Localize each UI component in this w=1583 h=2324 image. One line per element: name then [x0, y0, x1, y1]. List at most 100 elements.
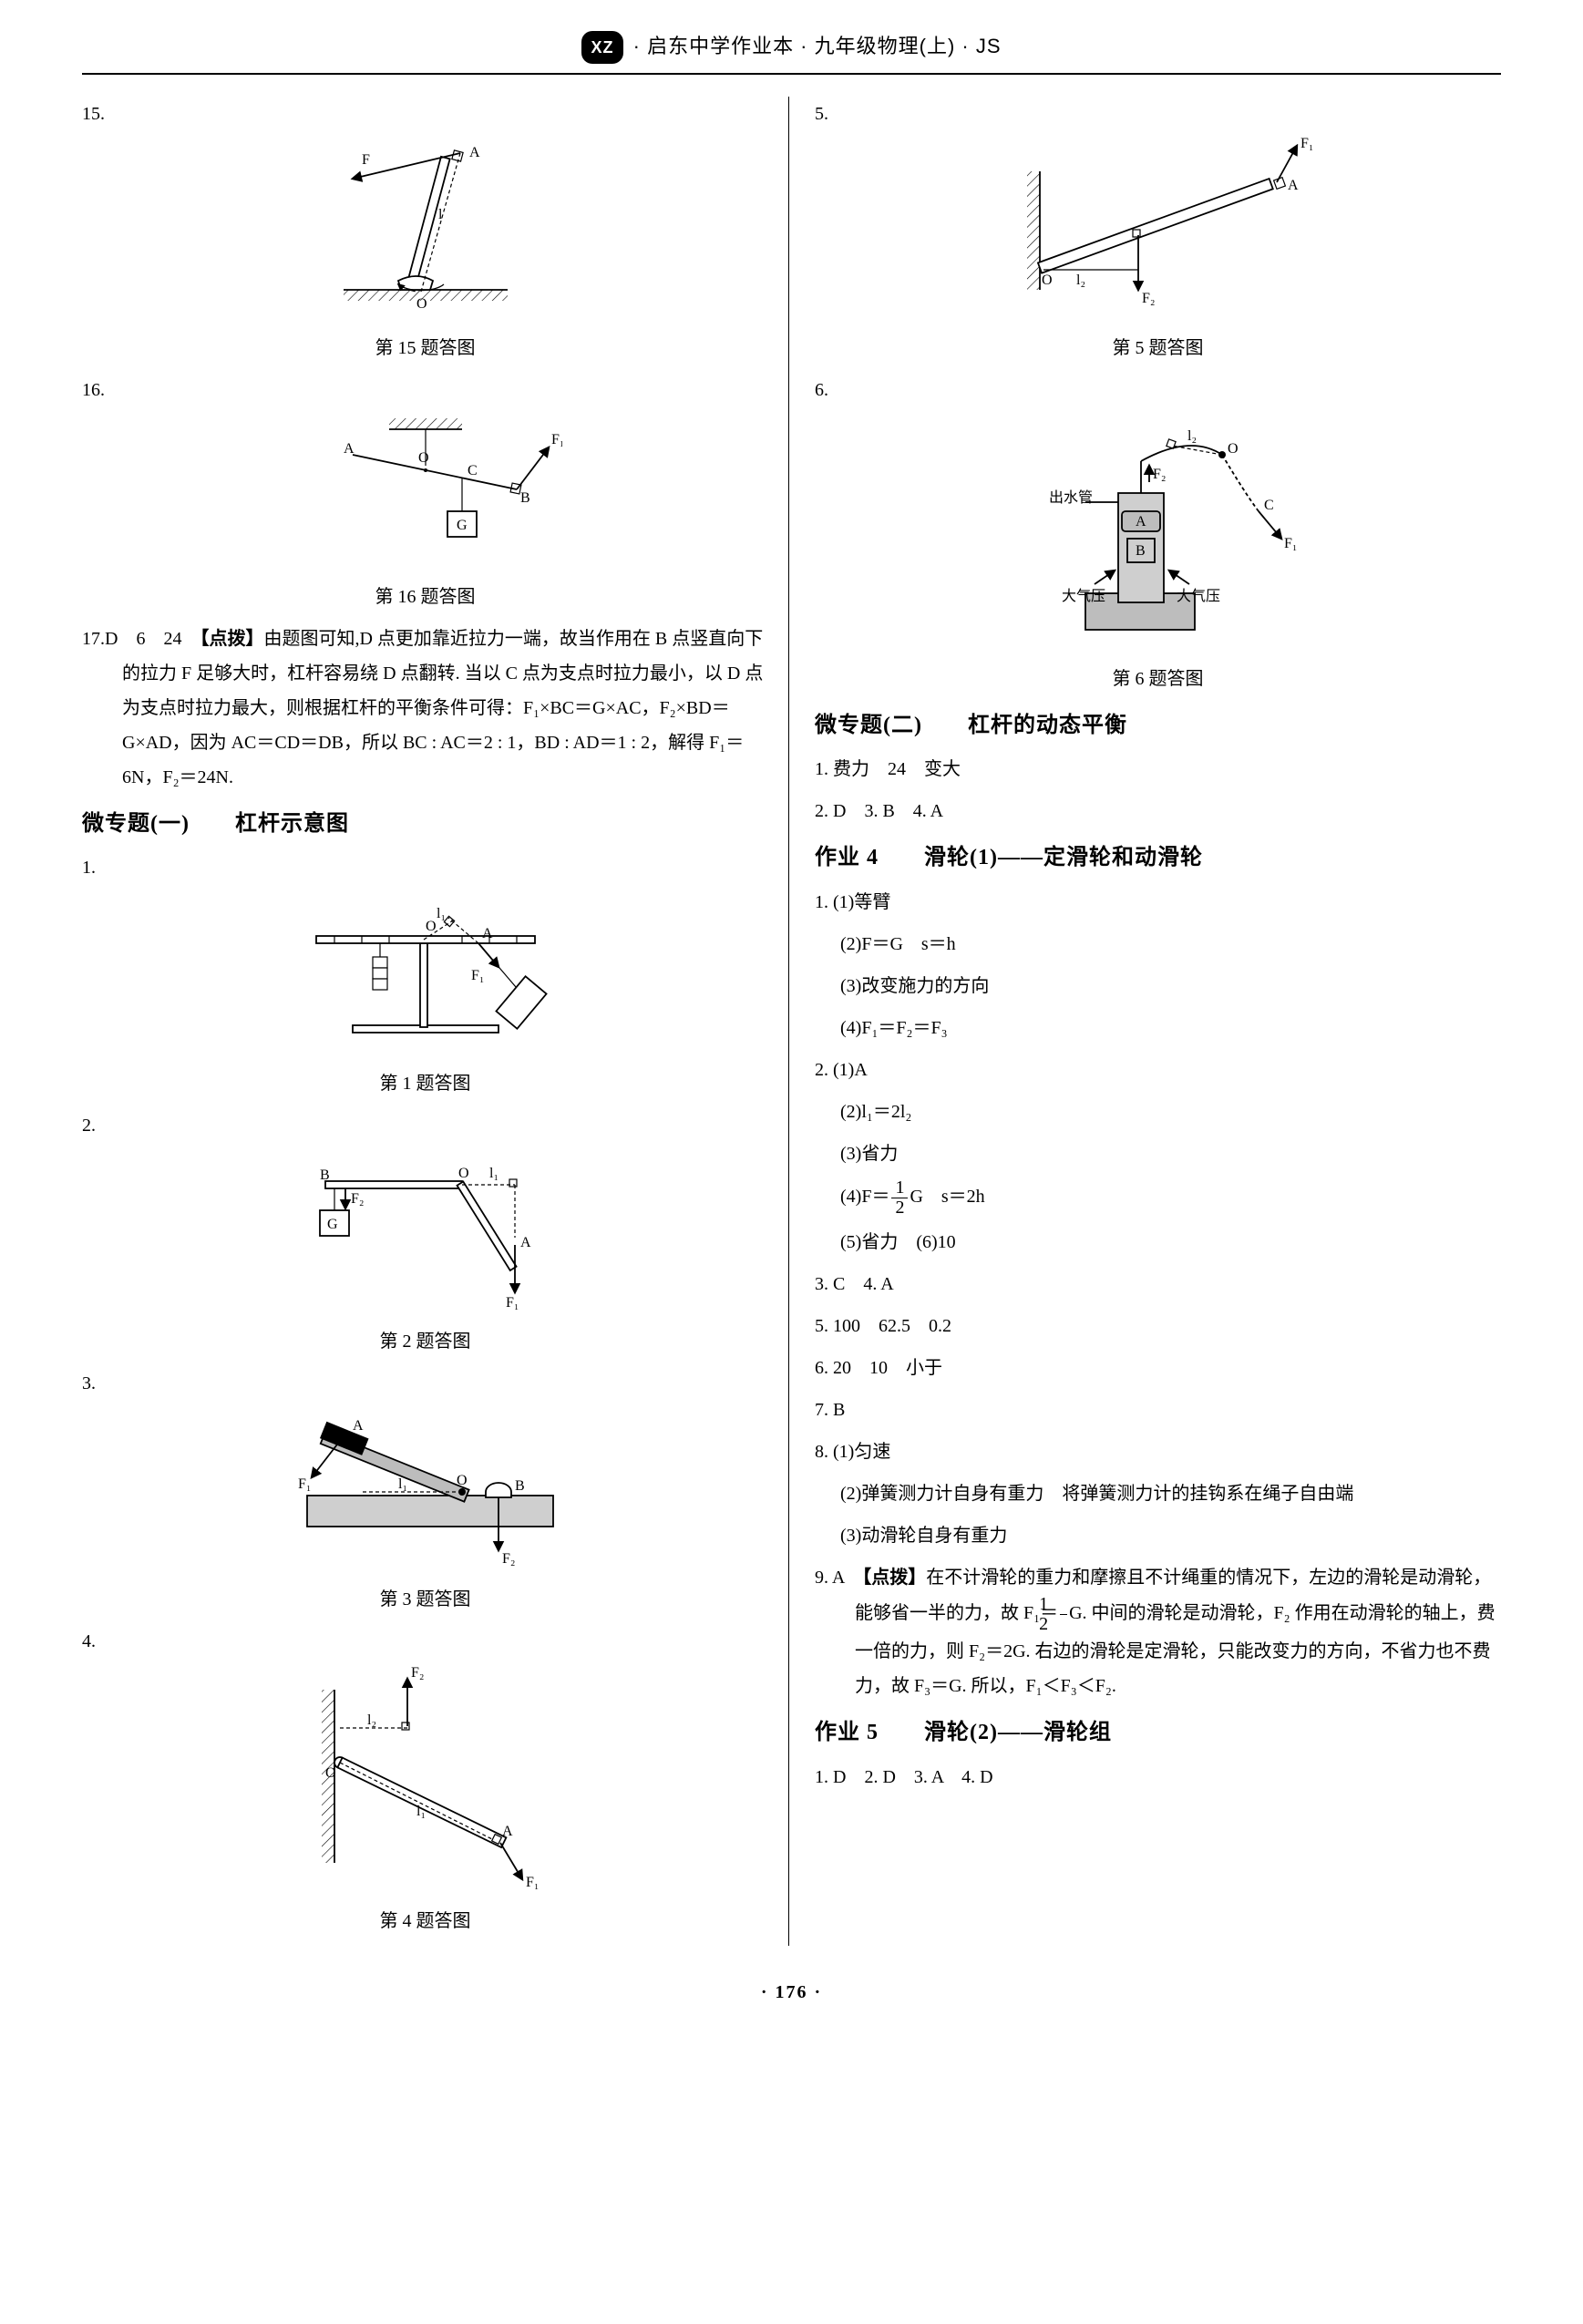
frac-half-icon: 12: [891, 1178, 908, 1218]
two-column-layout: 15.: [82, 97, 1501, 1947]
a1-figure: O l₁ A F₁ 第 1 题答图: [82, 889, 768, 1101]
c9-bracket: 【点拨】: [862, 1568, 926, 1588]
q16-caption: 第 16 题答图: [82, 580, 768, 614]
section-c-title: 作业 4 滑轮(1)——定滑轮和动滑轮: [815, 838, 1501, 879]
r6-l2: l₂: [1187, 428, 1197, 444]
r5-O: O: [1042, 273, 1053, 288]
q15-O: O: [416, 296, 427, 312]
a2-F1: F₁: [506, 1295, 519, 1311]
c6: 6. 20 10 小于: [815, 1351, 1501, 1385]
c3: 3. C 4. A: [815, 1267, 1501, 1301]
a4-l1: l₁: [416, 1804, 426, 1819]
q15-figure: F A l O 第 15 题答图: [82, 135, 768, 365]
c2-4a: (4)F＝: [840, 1187, 889, 1207]
a3-A: A: [353, 1418, 364, 1434]
section-a-title: 微专题(一) 杠杆示意图: [82, 804, 768, 846]
c8-1: 8. (1)匀速: [815, 1435, 1501, 1469]
q15-num: 15.: [82, 104, 105, 124]
q16-F1: F₁: [551, 432, 562, 447]
frac-half-icon-2: 12: [1060, 1595, 1067, 1634]
a3-caption: 第 3 题答图: [82, 1582, 768, 1617]
q16-num: 16.: [82, 380, 105, 400]
a1-F1: F₁: [471, 968, 484, 983]
q17-bracket: 【点拨】: [200, 629, 263, 649]
c1-4: (4)F₁＝F₂＝F₃: [840, 1011, 1501, 1045]
a2-caption: 第 2 题答图: [82, 1324, 768, 1359]
q16-C: C: [468, 463, 478, 478]
a2-num: 2.: [82, 1116, 96, 1136]
a3-block: 3.: [82, 1366, 768, 1617]
q17-text2: 由题图可知,D 点更加靠近拉力一端，故当作用在 B 点竖直向下的拉力 F 足够大…: [122, 629, 763, 787]
a4-l2: l₂: [367, 1712, 376, 1728]
c7: 7. B: [815, 1393, 1501, 1427]
q15-block: 15.: [82, 97, 768, 365]
d1: 1. D 2. D 3. A 4. D: [815, 1760, 1501, 1794]
a4-A: A: [502, 1824, 513, 1839]
r6-A: A: [1136, 514, 1146, 530]
c9: 9. A 【点拨】在不计滑轮的重力和摩擦且不计绳重的情况下，左边的滑轮是动滑轮，…: [815, 1560, 1501, 1703]
a2-l1: l₁: [489, 1166, 499, 1181]
a4-figure: F₂ l₂ O l₁ A F₁ 第 4 题答图: [82, 1662, 768, 1938]
r5-l2: l₂: [1076, 273, 1085, 288]
page-header: XZ · 启东中学作业本 · 九年级物理(上) · JS: [82, 27, 1501, 75]
a1-A: A: [482, 926, 493, 941]
c8-2: (2)弹簧测力计自身有重力 将弹簧测力计的挂钩系在绳子自由端: [840, 1476, 1501, 1511]
q16-B: B: [520, 490, 530, 506]
r5-figure: O l₂ F₂ A F₁ 第 5 题答图: [815, 135, 1501, 365]
r6-atm1: 大气压: [1062, 588, 1105, 604]
right-column: 5.: [815, 97, 1501, 1947]
q16-G: G: [457, 518, 468, 533]
a4-O: O: [325, 1765, 336, 1781]
r5-num: 5.: [815, 104, 828, 124]
c2-3: (3)省力: [840, 1136, 1501, 1171]
q16-A: A: [344, 441, 355, 457]
a4-block: 4.: [82, 1624, 768, 1938]
r6-atm2: 大气压: [1177, 588, 1220, 604]
a3-figure: A F₁ l₁ O B F₂ 第 3 题答图: [82, 1404, 768, 1617]
a4-caption: 第 4 题答图: [82, 1904, 768, 1938]
r6-C: C: [1264, 498, 1274, 513]
r6-num: 6.: [815, 380, 828, 400]
c1-1: 1. (1)等臂: [815, 885, 1501, 920]
c2-4: (4)F＝12G s＝2h: [840, 1178, 1501, 1218]
q16-figure: A O C B G F₁ 第 16 题答图: [82, 411, 768, 614]
a4-F1: F₁: [526, 1875, 539, 1890]
c1-3: (3)改变施力的方向: [840, 969, 1501, 1003]
section-b-title: 微专题(二) 杠杆的动态平衡: [815, 705, 1501, 747]
header-badge: XZ: [581, 31, 622, 64]
a2-G: G: [327, 1217, 338, 1232]
r6-F2: F₂: [1153, 467, 1166, 482]
c2-1: 2. (1)A: [815, 1053, 1501, 1087]
q17-text1: D 6 24: [105, 629, 200, 649]
a2-A: A: [520, 1235, 531, 1250]
c8-3: (3)动滑轮自身有重力: [840, 1518, 1501, 1553]
q15-l: l: [438, 207, 443, 222]
a3-O: O: [457, 1473, 468, 1488]
r6-caption: 第 6 题答图: [815, 662, 1501, 696]
a2-B: B: [320, 1167, 330, 1183]
q15-F: F: [362, 152, 370, 168]
c9-pre: 9. A: [815, 1568, 862, 1588]
r5-F1: F₁: [1300, 136, 1313, 151]
a2-figure: B F₂ G O l₁ A F₁ 第 2 题答图: [82, 1147, 768, 1359]
b1: 1. 费力 24 变大: [815, 752, 1501, 787]
a4-F2: F₂: [411, 1665, 424, 1681]
q17-block: 17.D 6 24 【点拨】由题图可知,D 点更加靠近拉力一端，故当作用在 B …: [82, 622, 768, 795]
q15-caption: 第 15 题答图: [82, 331, 768, 365]
r6-O: O: [1228, 441, 1239, 457]
r6-B: B: [1136, 543, 1146, 559]
a3-B: B: [515, 1478, 525, 1494]
q15-A: A: [469, 145, 480, 160]
a1-l1: l₁: [437, 906, 446, 921]
a2-O: O: [458, 1166, 469, 1181]
c2-4b: G s＝2h: [910, 1187, 984, 1207]
a3-F1: F₁: [298, 1476, 311, 1492]
a3-F2: F₂: [502, 1551, 515, 1567]
q17-num: 17.: [82, 629, 105, 649]
a2-block: 2.: [82, 1108, 768, 1359]
r5-A: A: [1288, 178, 1299, 193]
left-column: 15.: [82, 97, 789, 1947]
a1-caption: 第 1 题答图: [82, 1066, 768, 1101]
r6-figure: 出水管 A B 大气压 大气压 l₂ O F₂ C F₁ 第 6 题答图: [815, 411, 1501, 696]
a3-l1: l₁: [398, 1476, 407, 1492]
